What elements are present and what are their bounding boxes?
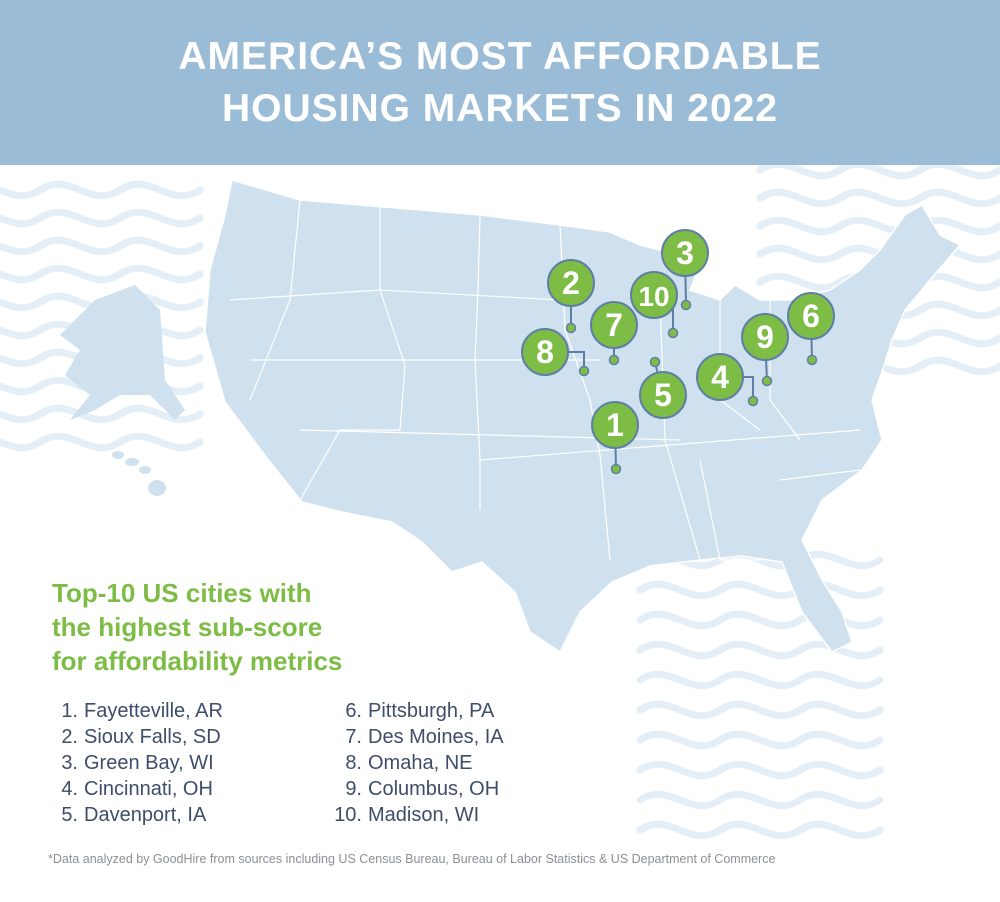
marker-circle	[661, 229, 709, 277]
marker-rank-label: 3	[676, 235, 694, 271]
marker-leader-line	[742, 376, 754, 401]
city-location-dot	[667, 327, 679, 339]
city-marker-8: 8	[521, 328, 590, 377]
wave-line	[0, 432, 204, 452]
city-location-dot	[806, 354, 818, 366]
wave-line	[756, 165, 1000, 180]
marker-rank-label: 4	[711, 359, 729, 395]
city-list-item: 1. Fayetteville, AR	[61, 700, 223, 722]
city-list-item: 2. Sioux Falls, SD	[61, 726, 221, 748]
city-list-item: 8. Omaha, NE	[345, 752, 473, 774]
wave-line	[636, 670, 884, 690]
marker-rank-label: 6	[802, 298, 820, 334]
city-marker-5: 5	[639, 356, 687, 419]
wave-line	[636, 820, 884, 840]
wave-line	[636, 790, 884, 810]
marker-circle	[787, 292, 835, 340]
wave-line	[0, 292, 204, 312]
city-list-item: 9. Columbus, OH	[345, 778, 500, 800]
footnote: *Data analyzed by GoodHire from sources …	[48, 852, 776, 866]
city-location-dot	[565, 322, 577, 334]
wave-line	[0, 208, 204, 228]
wave-line	[636, 580, 884, 600]
alaska-shape	[60, 285, 185, 420]
marker-rank-label: 2	[562, 265, 580, 301]
city-location-dot	[608, 354, 620, 366]
wave-line	[636, 730, 884, 750]
wave-line	[756, 216, 1000, 236]
city-markers: 1 2 3 4 5 6 7 8 9 10	[521, 229, 835, 475]
city-list-item: 7. Des Moines, IA	[345, 726, 504, 748]
city-location-dot	[649, 356, 661, 368]
marker-rank-label: 1	[606, 407, 624, 443]
list-heading: Top-10 US cities with the highest sub-sco…	[52, 578, 343, 676]
marker-circle	[591, 401, 639, 449]
city-list-item: 4. Cincinnati, OH	[61, 778, 213, 800]
city-marker-1: 1	[591, 401, 639, 475]
wave-line	[0, 264, 204, 284]
marker-circle	[696, 353, 744, 401]
marker-rank-label: 7	[605, 307, 623, 343]
city-location-dot	[680, 299, 692, 311]
city-list-item: 5. Davenport, IA	[61, 804, 207, 826]
city-marker-9: 9	[741, 313, 789, 387]
city-location-dot	[747, 395, 759, 407]
city-list-item: 3. Green Bay, WI	[61, 752, 214, 774]
city-marker-10: 10	[630, 271, 679, 339]
marker-rank-label: 10	[638, 281, 669, 312]
city-list-item: 10. Madison, WI	[334, 804, 480, 826]
city-location-dot	[578, 365, 590, 377]
hawaii-shape	[112, 451, 166, 496]
wave-line	[636, 760, 884, 780]
marker-circle	[741, 313, 789, 361]
header-banner: AMERICA’S MOST AFFORDABLE HOUSING MARKETS…	[0, 0, 1000, 165]
city-list-column-1: 1. Fayetteville, AR 2. Sioux Falls, SD 3. G…	[30, 698, 223, 828]
city-list-item: 6. Pittsburgh, PA	[345, 700, 495, 722]
city-marker-3: 3	[661, 229, 709, 311]
us-map: 1 2 3 4 5 6 7 8 9 10	[0, 165, 1000, 840]
wave-line	[0, 236, 204, 256]
marker-rank-label: 5	[654, 377, 672, 413]
city-marker-2: 2	[547, 259, 595, 334]
city-location-dot	[761, 375, 773, 387]
wave-line	[636, 640, 884, 660]
wave-line	[0, 180, 204, 200]
wave-line	[636, 700, 884, 720]
marker-circle	[630, 271, 678, 319]
marker-circle	[590, 301, 638, 349]
marker-rank-label: 8	[536, 334, 554, 370]
page-title: AMERICA’S MOST AFFORDABLE HOUSING MARKETS…	[178, 34, 822, 130]
city-marker-4: 4	[696, 353, 759, 407]
marker-leader-line	[567, 351, 585, 371]
city-marker-7: 7	[590, 301, 638, 366]
marker-rank-label: 9	[756, 319, 774, 355]
city-list-column-2: 6. Pittsburgh, PA 7. Des Moines, IA 8. Omah…	[310, 698, 504, 828]
city-marker-6: 6	[787, 292, 835, 366]
marker-circle	[521, 328, 569, 376]
city-location-dot	[610, 463, 622, 475]
marker-circle	[547, 259, 595, 307]
wave-line	[756, 188, 1000, 208]
marker-circle	[639, 371, 687, 419]
